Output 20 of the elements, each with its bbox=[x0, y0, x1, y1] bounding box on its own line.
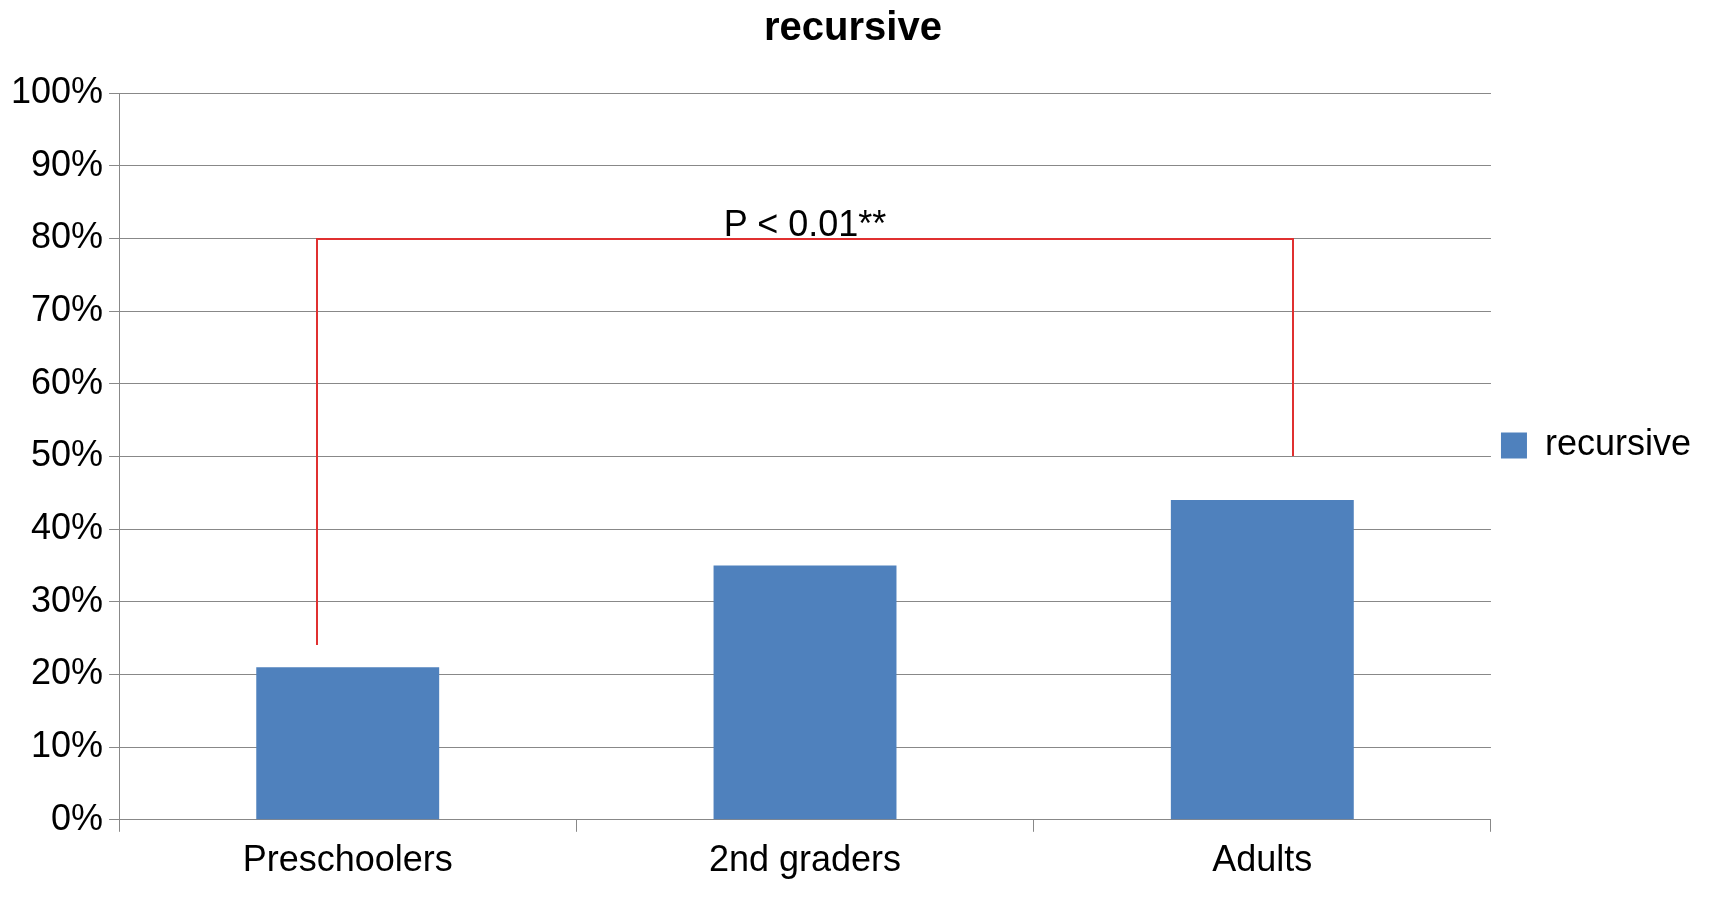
bar bbox=[713, 565, 897, 820]
y-tick-label: 100% bbox=[11, 69, 104, 111]
y-tick-label: 90% bbox=[31, 142, 104, 184]
y-tick-label: 0% bbox=[51, 796, 104, 838]
y-tick-label: 80% bbox=[31, 215, 104, 257]
y-tick-label: 10% bbox=[31, 724, 104, 766]
y-tick-label: 40% bbox=[31, 506, 104, 547]
bar bbox=[256, 667, 440, 820]
x-tick-label: Adults bbox=[1212, 838, 1313, 880]
y-tick-label: 70% bbox=[31, 287, 104, 329]
annotation: P < 0.01** bbox=[723, 203, 887, 245]
chart-title: recursive bbox=[764, 4, 942, 49]
legend-label: recursive bbox=[1544, 422, 1692, 464]
y-tick-label: 50% bbox=[31, 433, 104, 475]
y-tick-label: 60% bbox=[31, 360, 104, 402]
x-tick-label: Preschoolers bbox=[242, 838, 453, 880]
y-tick-label: 30% bbox=[31, 578, 104, 620]
x-tick-label: 2nd graders bbox=[708, 838, 902, 880]
y-tick-label: 20% bbox=[31, 651, 104, 693]
bar bbox=[1170, 500, 1354, 820]
